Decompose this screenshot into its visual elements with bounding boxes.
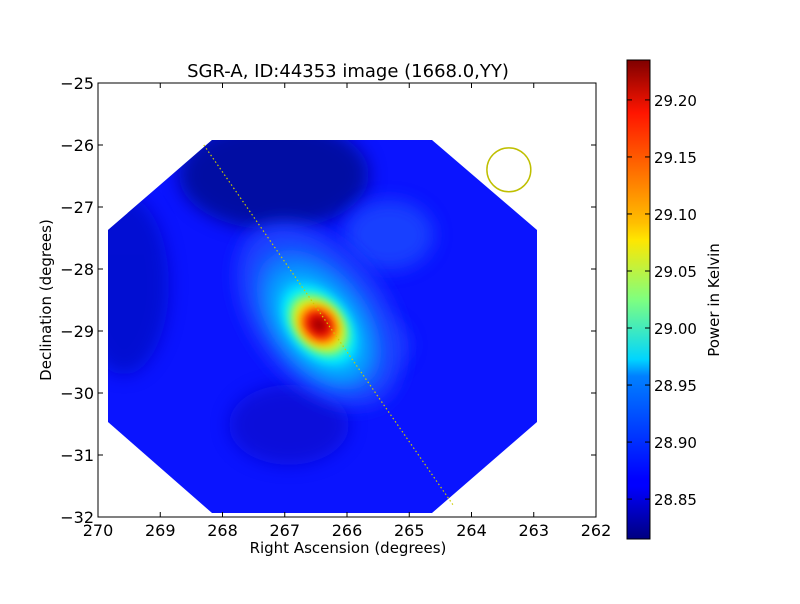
colorbar-tick-label: 29.10: [654, 206, 697, 224]
y-axis-label: Declination (degrees): [37, 219, 55, 381]
x-tick-label: 263: [518, 521, 549, 540]
y-tick-label: −26: [60, 136, 94, 155]
x-tick-label: 270: [83, 521, 114, 540]
scan-line: [203, 144, 454, 505]
x-tick-label: 265: [394, 521, 425, 540]
colorbar-label: Power in Kelvin: [705, 243, 723, 357]
x-tick-label: 264: [456, 521, 487, 540]
x-tick-label: 269: [145, 521, 176, 540]
colorbar-tick-label: 29.00: [654, 320, 697, 338]
y-tick-label: −31: [60, 446, 94, 465]
x-tick-label: 268: [207, 521, 238, 540]
colorbar: [626, 59, 651, 540]
colorbar-tick-label: 29.20: [654, 92, 697, 110]
colorbar-tick-label: 29.05: [654, 263, 697, 281]
x-axis-ticks: 270 269 268 267 266 265 264 263 262: [83, 83, 612, 540]
y-tick-label: −25: [60, 74, 94, 93]
heatmap-blobs: [108, 140, 434, 465]
colorbar-tick-label: 28.85: [654, 491, 697, 509]
y-tick-label: −28: [60, 260, 94, 279]
y-tick-label: −30: [60, 384, 94, 403]
colorbar-tick-label: 29.15: [654, 149, 697, 167]
x-tick-label: 266: [332, 521, 363, 540]
warm-region-northeast: [343, 199, 434, 270]
y-tick-label: −27: [60, 198, 94, 217]
colorbar-tick-label: 28.90: [654, 434, 697, 452]
colorbar-ticks: 28.85 28.90 28.95 29.00 29.05 29.10 29.15 29.20: [627, 92, 697, 509]
beam-circle: [486, 147, 532, 193]
cold-region-north: [178, 140, 369, 230]
cold-region-south: [228, 384, 349, 465]
emission-peak: [311, 317, 327, 332]
colorbar-tick-label: 28.95: [654, 377, 697, 395]
x-axis-label: Right Ascension (degrees): [250, 539, 447, 557]
cold-region-west: [108, 194, 169, 375]
x-tick-label: 267: [269, 521, 300, 540]
x-tick-label: 262: [581, 521, 612, 540]
y-tick-label: −29: [60, 322, 94, 341]
chart-title: SGR-A, ID:44353 image (1668.0,YY): [187, 61, 509, 82]
heatmap-image: [108, 140, 537, 513]
y-axis-ticks: −25 −26 −27 −28 −29 −30 −31 −32: [60, 74, 596, 527]
y-tick-label: −32: [60, 508, 94, 527]
